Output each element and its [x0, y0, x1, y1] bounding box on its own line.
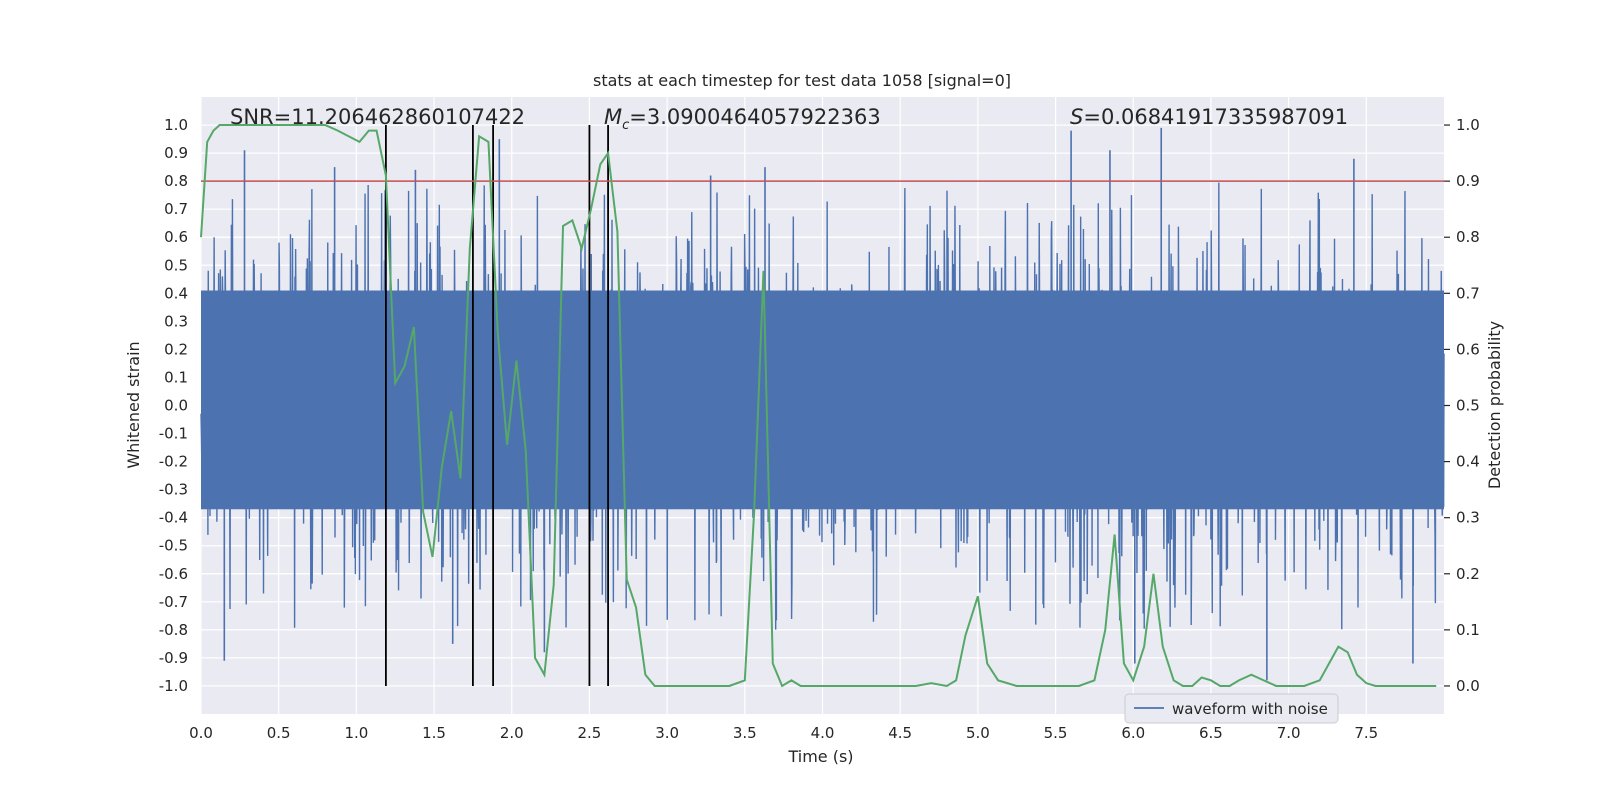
y-tick-label: 0.9	[164, 144, 188, 162]
x-tick-label: 3.0	[655, 724, 679, 742]
x-tick-label: 7.5	[1354, 724, 1378, 742]
snr-annotation: SNR=11.206462860107422	[230, 105, 525, 129]
y-tick-label: 0.2	[164, 340, 188, 358]
y-tick-label: 0.8	[164, 172, 188, 190]
mc-symbol: M	[604, 105, 622, 129]
s-annotation: S=0.06841917335987091	[1070, 105, 1348, 129]
y-tick-label: -0.2	[159, 453, 188, 471]
y-right-tick-label: 0.3	[1456, 509, 1480, 527]
y-right-tick-label: 0.1	[1456, 621, 1480, 639]
legend-box	[1124, 693, 1339, 724]
y-right-tick-label: 0.9	[1456, 172, 1480, 190]
legend: waveform with noise	[1124, 693, 1339, 724]
x-tick-label: 6.5	[1199, 724, 1223, 742]
y-tick-label: -1.0	[159, 677, 188, 695]
mc-subscript: c	[622, 118, 629, 133]
y-right-tick-label: 0.8	[1456, 228, 1480, 246]
y-tick-label: -0.6	[159, 565, 188, 583]
x-tick-label: 1.5	[422, 724, 446, 742]
y-tick-label: 0.0	[164, 397, 188, 415]
y-tick-label: -0.9	[159, 649, 188, 667]
y-right-tick-label: 0.0	[1456, 677, 1480, 695]
x-tick-label: 7.0	[1277, 724, 1301, 742]
y-tick-label: 1.0	[164, 116, 188, 134]
y-right-tick-label: 1.0	[1456, 116, 1480, 134]
y-tick-label: 0.1	[164, 368, 188, 386]
chart-title: stats at each timestep for test data 105…	[593, 71, 1011, 90]
x-tick-label: 4.5	[888, 724, 912, 742]
mc-annotation: Mc=3.0900464057922363	[604, 105, 881, 133]
y-tick-label: 0.7	[164, 200, 188, 218]
x-tick-label: 0.5	[267, 724, 291, 742]
detection-probability-series	[200, 124, 1437, 688]
x-tick-label: 4.0	[811, 724, 835, 742]
x-tick-label: 5.5	[1044, 724, 1068, 742]
y-right-tick-label: 0.7	[1456, 284, 1480, 302]
x-axis-label: Time (s)	[787, 747, 853, 766]
mc-value: =3.0900464057922363	[629, 105, 880, 129]
y-tick-label: -0.8	[159, 621, 188, 639]
y-tick-label: -0.4	[159, 509, 188, 527]
x-tick-label: 2.0	[500, 724, 524, 742]
detection-probability-line	[200, 124, 1437, 688]
x-tick-label: 2.5	[578, 724, 602, 742]
y-right-tick-label: 0.2	[1456, 565, 1480, 583]
x-tick-label: 1.0	[344, 724, 368, 742]
x-tick-label: 0.0	[189, 724, 213, 742]
y-tick-label: -0.3	[159, 481, 188, 499]
y-tick-label: 0.3	[164, 312, 188, 330]
y-right-axis-label: Detection probability	[1485, 321, 1504, 489]
y-tick-label: 0.4	[164, 284, 188, 302]
s-symbol: S	[1070, 105, 1083, 129]
x-tick-label: 6.0	[1121, 724, 1145, 742]
y-tick-label: 0.6	[164, 228, 188, 246]
y-tick-label: -0.7	[159, 593, 188, 611]
waveform-series	[200, 127, 1445, 681]
x-tick-label: 3.5	[733, 724, 757, 742]
waveform-core-band	[201, 290, 1444, 510]
y-right-tick-label: 0.6	[1456, 340, 1480, 358]
tick-layer: 0.0 0.5 1.0 1.5 2.0 2.5 3.0 3.5 4.0 4.5 5.0 5.5 6.0 6…	[159, 116, 1480, 742]
x-tick-label: 5.0	[966, 724, 990, 742]
y-tick-label: -0.5	[159, 537, 188, 555]
y-tick-label: 0.5	[164, 256, 188, 274]
y-right-tick-label: 0.5	[1456, 397, 1480, 415]
y-axis-label: Whitened strain	[124, 341, 143, 468]
y-tick-label: -0.1	[159, 425, 188, 443]
legend-label-waveform: waveform with noise	[1172, 700, 1328, 718]
y-right-tick-label: 0.4	[1456, 453, 1480, 471]
s-value: =0.06841917335987091	[1083, 105, 1348, 129]
